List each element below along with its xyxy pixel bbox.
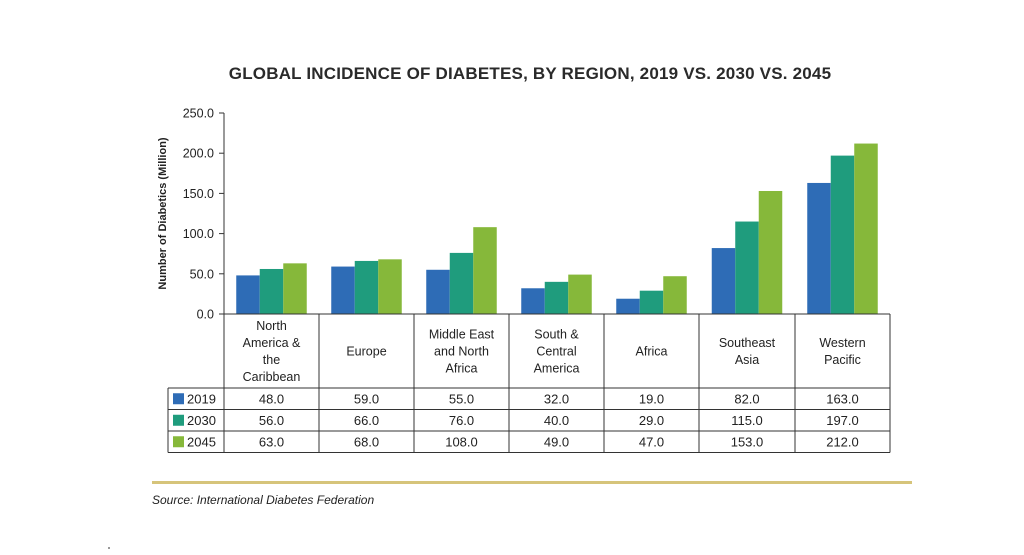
category-label: America xyxy=(534,362,580,376)
category-label: Asia xyxy=(735,353,759,367)
category-label: the xyxy=(263,353,280,367)
bar xyxy=(521,288,545,314)
bar xyxy=(711,248,736,314)
bar xyxy=(473,227,497,314)
stray-dot xyxy=(108,547,110,549)
legend-swatch xyxy=(173,393,184,405)
bar xyxy=(283,263,307,314)
category-label: South & xyxy=(534,328,579,342)
bar xyxy=(354,260,379,314)
bar xyxy=(236,275,260,314)
data-label: 76.0 xyxy=(449,413,474,428)
data-label: 63.0 xyxy=(259,434,284,449)
data-label: 153.0 xyxy=(731,434,764,449)
bar xyxy=(378,259,402,314)
data-label: 29.0 xyxy=(639,413,664,428)
y-axis-title: Number of Diabetics (Million) xyxy=(157,137,169,290)
bar xyxy=(807,182,831,314)
data-label: 82.0 xyxy=(734,391,759,406)
category-label: North xyxy=(256,319,287,333)
category-label: Caribbean xyxy=(243,370,301,384)
bar xyxy=(854,143,878,314)
category-label: America & xyxy=(243,336,301,350)
bar xyxy=(758,190,783,314)
data-label: 59.0 xyxy=(354,391,379,406)
y-tick-label: 50.0 xyxy=(190,267,214,281)
legend-swatch xyxy=(173,414,184,426)
data-label: 68.0 xyxy=(354,434,379,449)
legend-label: 2030 xyxy=(187,413,216,428)
category-label: Africa xyxy=(446,362,478,376)
category-label: Europe xyxy=(346,345,386,359)
data-label: 19.0 xyxy=(639,391,664,406)
data-label: 56.0 xyxy=(259,413,284,428)
bar xyxy=(639,290,664,314)
legend-label: 2019 xyxy=(187,391,216,406)
data-label: 47.0 xyxy=(639,434,664,449)
divider-rule xyxy=(152,481,912,484)
category-label: Western xyxy=(819,336,865,350)
bar xyxy=(426,269,450,314)
bar xyxy=(331,266,355,314)
bar xyxy=(735,221,759,314)
bar xyxy=(663,276,687,314)
y-tick-label: 150.0 xyxy=(183,187,214,201)
category-label: Southeast xyxy=(719,336,776,350)
bar-group xyxy=(236,143,878,314)
data-label: 32.0 xyxy=(544,391,569,406)
category-label: Pacific xyxy=(824,353,861,367)
data-label: 55.0 xyxy=(449,391,474,406)
data-label: 212.0 xyxy=(826,434,859,449)
data-label: 108.0 xyxy=(445,434,478,449)
data-table: North America & the Caribbean Europe Middle E… xyxy=(167,313,891,453)
y-tick-label: 100.0 xyxy=(183,227,214,241)
legend-label: 2045 xyxy=(187,434,216,449)
axes: 0.0 50.0 100.0 150.0 200.0 250.0 Number of Dia… xyxy=(157,107,225,322)
y-tick-label: 0.0 xyxy=(197,308,214,322)
bar xyxy=(449,252,474,314)
bar xyxy=(568,274,592,314)
data-label: 163.0 xyxy=(826,391,859,406)
bar xyxy=(259,268,284,314)
data-label: 115.0 xyxy=(731,413,763,428)
legend-swatch xyxy=(173,436,184,448)
y-tick-label: 250.0 xyxy=(183,107,214,121)
category-label: and North xyxy=(434,345,489,359)
chart-canvas: 0.0 50.0 100.0 150.0 200.0 250.0 Number of Dia… xyxy=(157,107,891,453)
data-label: 48.0 xyxy=(259,391,284,406)
data-label: 197.0 xyxy=(826,413,859,428)
category-label: Africa xyxy=(636,345,668,359)
category-label: Middle East xyxy=(429,328,495,342)
category-label: Central xyxy=(536,345,576,359)
bar xyxy=(616,298,640,314)
y-tick-label: 200.0 xyxy=(183,147,214,161)
bar xyxy=(830,155,855,314)
bar xyxy=(544,281,569,314)
data-label: 49.0 xyxy=(544,434,569,449)
data-label: 66.0 xyxy=(354,413,379,428)
source-note: Source: International Diabetes Federatio… xyxy=(152,493,375,507)
chart-title: GLOBAL INCIDENCE OF DIABETES, BY REGION,… xyxy=(228,64,832,83)
data-label: 40.0 xyxy=(544,413,569,428)
